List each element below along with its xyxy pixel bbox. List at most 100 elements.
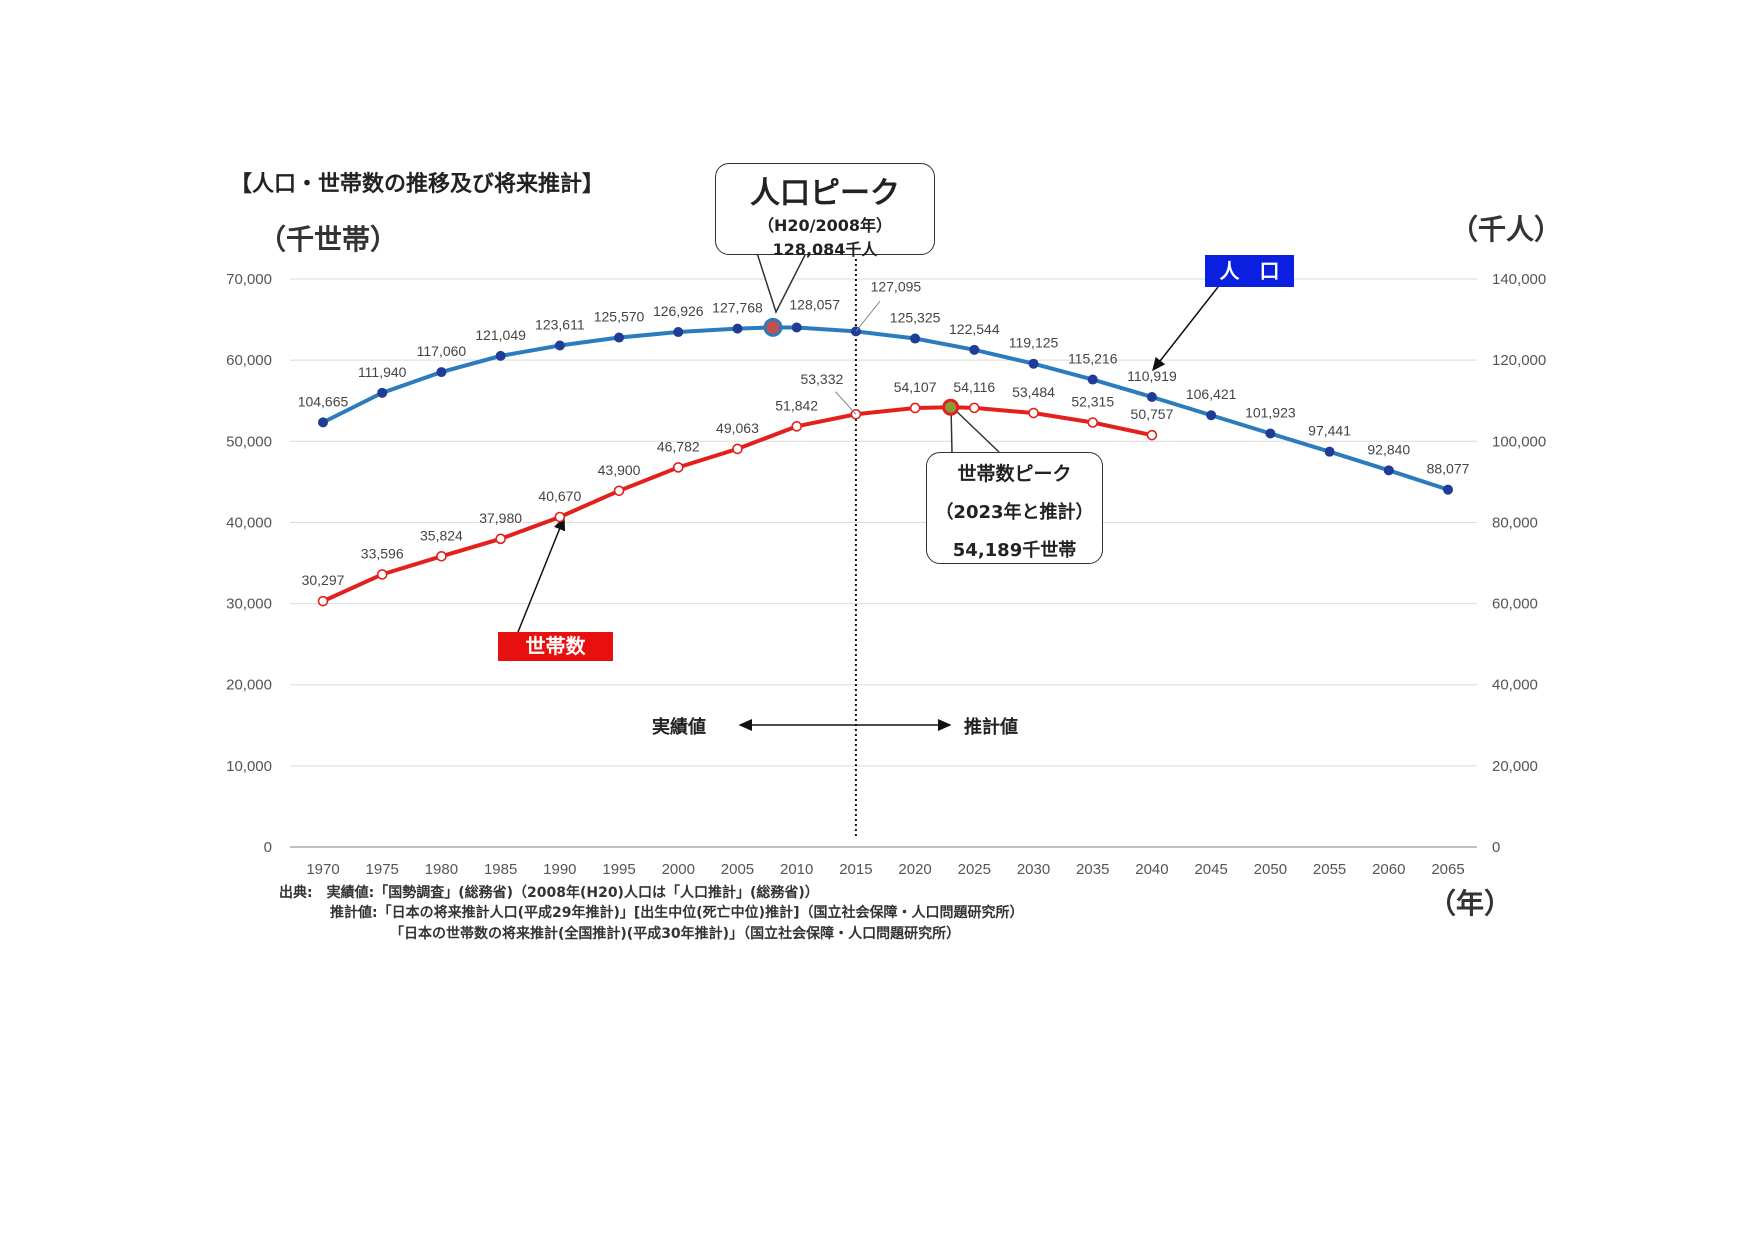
label-leader-line — [835, 391, 857, 415]
x-tick-label: 2015 — [839, 861, 872, 878]
x-tick-label: 2055 — [1313, 861, 1346, 878]
household-marker — [732, 443, 743, 455]
population-marker — [1206, 410, 1217, 421]
source-line-1: 出典: 実績値:「国勢調査」(総務省)（2008年(H20)人口は「人口推計」(… — [279, 885, 819, 901]
population-data-label: 122,544 — [949, 321, 1000, 337]
population-marker — [732, 323, 743, 334]
household-peak-title: 世帯数ピーク — [957, 463, 1072, 485]
source-line-2: 推計値:「日本の将来推計人口(平成29年推計)」[出生中位(死亡中位)推計]（国… — [330, 905, 1024, 921]
population-data-label: 101,923 — [1245, 404, 1296, 420]
household-marker — [1087, 417, 1099, 428]
households-legend-arrow — [517, 516, 566, 633]
household-marker — [909, 402, 921, 414]
x-tick-label: 2030 — [1017, 861, 1050, 878]
population-marker — [1383, 465, 1394, 476]
population-marker — [673, 327, 684, 338]
right-tick-label: 20,000 — [1492, 758, 1538, 775]
population-data-label: 123,611 — [535, 316, 585, 332]
household-marker — [791, 421, 802, 432]
population-marker — [1087, 374, 1098, 385]
x-tick-label: 2045 — [1194, 861, 1227, 878]
household-data-label: 35,824 — [420, 527, 463, 543]
population-data-label: 92,840 — [1367, 441, 1410, 457]
population-data-label: 115,216 — [1068, 351, 1118, 367]
population-peak-value: 128,084千人 — [772, 240, 878, 259]
x-tick-label: 2035 — [1076, 861, 1109, 878]
x-tick-label: 1980 — [425, 861, 458, 878]
source-line-3: 「日本の世帯数の将来推計(全国推計)(平成30年推計)」（国立社会保障・人口問題… — [390, 926, 961, 942]
household-data-label: 46,782 — [657, 438, 700, 454]
x-tick-label: 1990 — [543, 861, 576, 878]
population-marker — [1324, 446, 1335, 457]
population-data-label: 127,768 — [712, 300, 763, 316]
households-line — [322, 405, 1153, 603]
population-marker — [1443, 484, 1453, 495]
population-marker — [318, 417, 328, 428]
left-tick-label: 70,000 — [226, 271, 272, 288]
right-tick-label: 40,000 — [1492, 677, 1538, 694]
population-legend-arrow — [1152, 286, 1219, 372]
left-tick-label: 50,000 — [226, 433, 272, 450]
x-axis-unit: （年） — [1428, 887, 1513, 920]
right-tick-label: 140,000 — [1492, 271, 1546, 288]
household-marker — [554, 511, 566, 523]
household-marker — [436, 551, 447, 562]
x-tick-label: 2005 — [721, 861, 754, 878]
population-data-label: 110,919 — [1127, 368, 1177, 384]
projected-period-label: 推計値 — [964, 717, 1018, 738]
population-marker — [1265, 428, 1276, 439]
population-marker — [910, 333, 921, 344]
actual-period-label: 実績値 — [652, 717, 706, 738]
population-marker — [495, 350, 506, 361]
population-data-label: 125,570 — [594, 309, 645, 325]
left-tick-label: 0 — [264, 839, 272, 856]
household-data-label: 30,297 — [302, 572, 345, 588]
household-data-label: 53,332 — [800, 371, 843, 387]
population-data-label: 111,940 — [358, 364, 407, 380]
left-tick-label: 10,000 — [226, 758, 272, 775]
right-tick-label: 0 — [1492, 839, 1500, 856]
population-marker — [969, 344, 980, 355]
household-peak-value: 54,189千世帯 — [952, 540, 1077, 561]
right-tick-label: 100,000 — [1492, 433, 1546, 450]
household-peak-callout: 世帯数ピーク （2023年と推計） 54,189千世帯 — [926, 452, 1103, 564]
x-tick-label: 2040 — [1135, 861, 1168, 878]
population-peak-marker — [763, 317, 783, 337]
right-axis-unit: （千人） — [1450, 213, 1563, 246]
household-marker — [1146, 429, 1158, 441]
right-tick-label: 120,000 — [1492, 352, 1546, 369]
household-data-label: 50,757 — [1131, 406, 1174, 422]
left-tick-label: 20,000 — [226, 677, 272, 694]
x-tick-label: 2000 — [662, 861, 695, 878]
population-data-label: 119,125 — [1009, 335, 1059, 351]
x-tick-label: 2020 — [898, 861, 931, 878]
x-tick-label: 1995 — [602, 861, 635, 878]
population-data-label: 88,077 — [1427, 461, 1470, 477]
x-tick-label: 2025 — [958, 861, 991, 878]
population-peak-pointer — [756, 252, 807, 314]
household-data-label: 43,900 — [598, 462, 641, 478]
population-data-label: 117,060 — [417, 343, 467, 359]
household-data-label: 51,842 — [775, 397, 818, 413]
left-tick-label: 60,000 — [226, 352, 272, 369]
population-data-label: 121,049 — [475, 327, 526, 343]
population-marker — [1028, 358, 1039, 369]
household-marker — [495, 533, 506, 545]
population-marker — [436, 367, 447, 378]
household-marker — [672, 462, 684, 473]
households-legend-box: 世帯数 — [498, 632, 613, 661]
x-tick-label: 2050 — [1254, 861, 1287, 878]
label-leader-line — [855, 301, 881, 332]
right-tick-label: 80,000 — [1492, 514, 1538, 531]
x-tick-label: 1975 — [366, 861, 399, 878]
population-marker — [614, 332, 625, 343]
left-tick-label: 40,000 — [226, 514, 272, 531]
household-data-label: 54,116 — [953, 379, 995, 395]
population-peak-callout: 人口ピーク （H20/2008年） 128,084千人 — [715, 163, 935, 259]
population-data-label: 104,665 — [298, 393, 349, 409]
household-data-label: 54,107 — [894, 379, 937, 395]
population-data-label: 106,421 — [1186, 386, 1237, 402]
right-tick-label: 60,000 — [1492, 596, 1538, 613]
population-data-label: 97,441 — [1308, 423, 1351, 439]
x-tick-label: 2010 — [780, 861, 813, 878]
